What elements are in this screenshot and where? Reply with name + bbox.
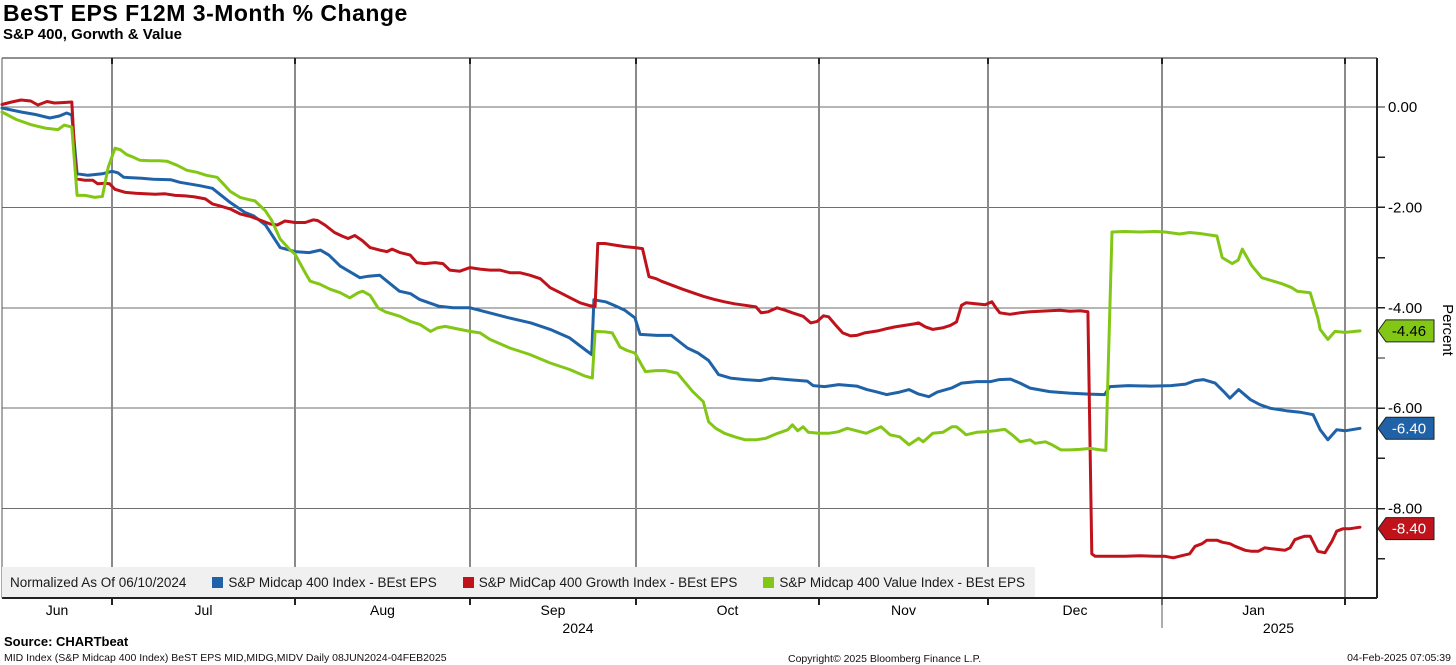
timestamp-label: 04-Feb-2025 07:05:39 — [1347, 652, 1451, 664]
month-label: Jan — [1242, 602, 1265, 618]
last-value-badge-text: -6.40 — [1392, 420, 1426, 437]
month-label: Jun — [46, 602, 69, 618]
last-value-badge-text: -8.40 — [1392, 521, 1426, 538]
copyright-label: Copyright© 2025 Bloomberg Finance L.P. — [788, 653, 982, 665]
year-label: 2025 — [1263, 620, 1294, 636]
chart-legend: Normalized As Of 06/10/2024 S&P Midcap 4… — [2, 567, 1035, 597]
security-meta-label: MID Index (S&P Midcap 400 Index) BeST EP… — [4, 652, 447, 664]
last-value-badge: -6.40 — [1377, 416, 1435, 440]
source-label: Source: CHARTbeat — [4, 634, 129, 649]
series-line-s-p-midcap-400-growth-index-best-eps — [0, 98, 1362, 560]
y-tick-label: -2.00 — [1388, 199, 1422, 216]
legend-item: S&P MidCap 400 Growth Index - BEst EPS — [462, 574, 738, 590]
last-value-badge-shape — [1377, 319, 1435, 343]
chart-header: BeST EPS F12M 3-Month % Change S&P 400, … — [3, 0, 408, 43]
last-value-badge-shape — [1377, 517, 1435, 541]
legend-item: S&P Midcap 400 Value Index - BEst EPS — [763, 575, 1025, 590]
legend-item-label: S&P Midcap 400 Index - BEst EPS — [228, 574, 437, 590]
last-value-badge: -4.46 — [1377, 319, 1435, 343]
month-label: Jul — [195, 602, 213, 618]
y-tick-label: -8.00 — [1388, 501, 1422, 518]
month-label: Sep — [541, 602, 566, 618]
series-line-s-p-midcap-400-index-best-eps — [0, 106, 1362, 442]
y-tick-labels: 0.00 -2.00 -4.00 -6.00 -8.00 — [1388, 99, 1422, 518]
last-value-badge-shape — [1377, 416, 1435, 440]
y-tick-label: 0.00 — [1388, 99, 1417, 116]
legend-item: S&P Midcap 400 Index - BEst EPS — [212, 574, 437, 590]
plot-frame — [1, 57, 1378, 599]
month-label: Nov — [891, 602, 916, 618]
legend-note: Normalized As Of 06/10/2024 — [10, 574, 187, 590]
legend-swatch-icon — [763, 576, 775, 588]
series-line-s-p-midcap-400-value-index-best-eps — [0, 110, 1362, 452]
page-subtitle: S&P 400, Gorwth & Value — [3, 26, 182, 43]
month-label: Dec — [1063, 602, 1088, 618]
y-tick-label: -6.00 — [1388, 400, 1422, 417]
x-axis-labels: Jun Jul Aug Sep Oct Nov Dec Jan 2024 2025 — [46, 602, 1295, 636]
month-label: Aug — [370, 602, 395, 618]
y-axis-ticks — [1377, 106, 1385, 560]
last-value-badge: -8.40 — [1377, 517, 1435, 541]
y-axis-title: Percent — [1439, 304, 1456, 357]
last-value-badge-text: -4.46 — [1392, 323, 1426, 340]
vertical-gridlines — [111, 58, 1346, 605]
legend-item-label: S&P MidCap 400 Growth Index - BEst EPS — [478, 574, 738, 590]
legend-swatch-icon — [462, 576, 474, 588]
horizontal-gridlines — [2, 106, 1377, 510]
legend-item-label: S&P Midcap 400 Value Index - BEst EPS — [779, 574, 1025, 590]
series-lines — [0, 98, 1362, 560]
legend-swatch-icon — [212, 576, 224, 588]
month-label: Oct — [717, 602, 739, 618]
page-title: BeST EPS F12M 3-Month % Change — [3, 0, 408, 26]
year-label: 2024 — [562, 620, 593, 636]
y-tick-label: -4.00 — [1388, 300, 1422, 317]
